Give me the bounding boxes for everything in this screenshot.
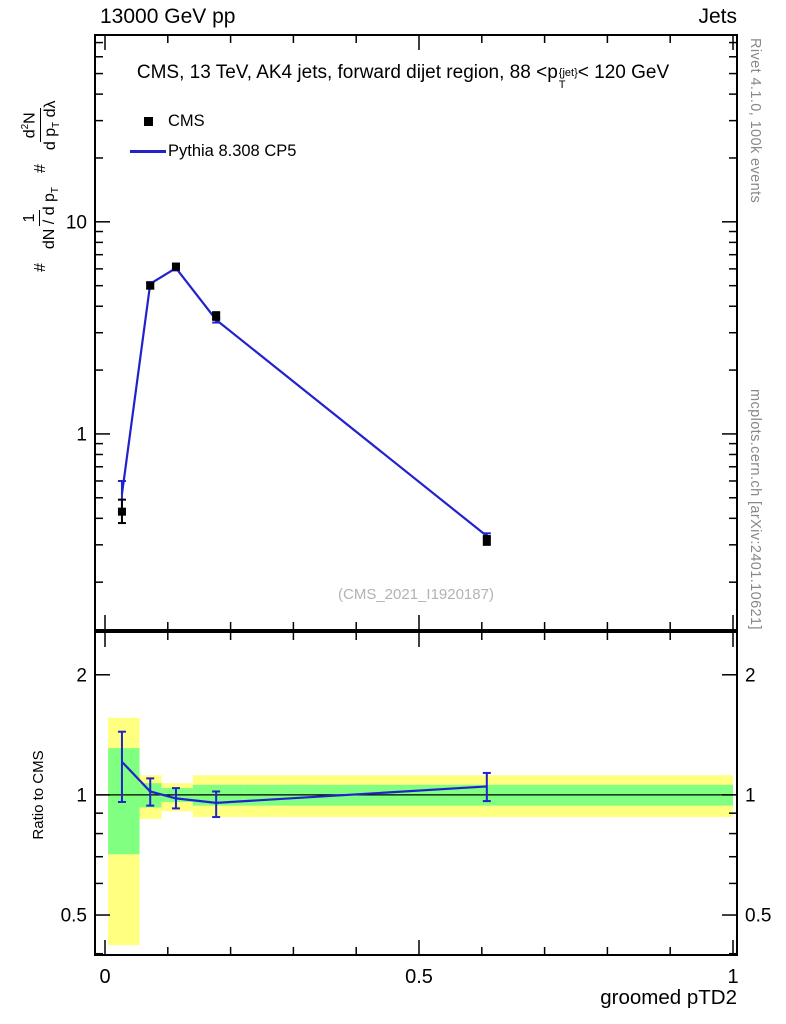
plot-title-pt: p {jet} T <box>547 62 578 91</box>
ylabel-hash-2: # <box>32 164 50 173</box>
ylabel-frac2-den: d pT dλ <box>41 100 62 151</box>
svg-text:1: 1 <box>76 785 87 806</box>
ylabel-fraction-1: 1 dN / d pT <box>20 183 62 253</box>
svg-text:0.5: 0.5 <box>405 966 433 988</box>
ylabel-frac1-den: dN / d pT <box>41 187 62 250</box>
legend-pythia-label: Pythia 8.308 CP5 <box>168 141 297 160</box>
header-analysis-label: Jets <box>698 5 737 28</box>
plot-title-post: < 120 GeV <box>577 62 670 83</box>
line-swatch-icon <box>130 149 166 153</box>
legend-pythia-icon <box>128 149 168 153</box>
svg-text:0.5: 0.5 <box>61 906 87 927</box>
svg-text:2: 2 <box>76 665 87 686</box>
main-y-axis-label: # 1 dN / d pT # d2N d pT dλ <box>20 96 63 272</box>
ylabel-frac1-num: 1 <box>20 209 41 227</box>
svg-text:0.5: 0.5 <box>745 906 771 927</box>
plot-title: CMS, 13 TeV, AK4 jets, forward dijet reg… <box>55 62 751 91</box>
ratio-y-axis-label: Ratio to CMS <box>30 750 47 840</box>
svg-text:10: 10 <box>66 212 87 233</box>
mcplots-arxiv-note: mcplots.cern.ch [arXiv:2401.10621] <box>747 389 763 630</box>
legend-row-pythia: Pythia 8.308 CP5 <box>128 136 296 166</box>
svg-text:0: 0 <box>99 966 110 988</box>
plot-title-pre: CMS, 13 TeV, AK4 jets, forward dijet reg… <box>136 62 548 83</box>
legend-cms-icon <box>128 116 168 126</box>
x-axis-label: groomed pTD2 <box>600 986 737 1009</box>
plot-title-sup: {jet} <box>558 67 578 80</box>
svg-text:2: 2 <box>745 665 756 686</box>
ylabel-frac2-num: d2N <box>20 108 41 143</box>
ylabel-hash-1: # <box>32 263 50 272</box>
svg-text:1: 1 <box>76 424 87 445</box>
square-marker-icon <box>143 116 153 126</box>
plot-title-sub: T <box>558 78 566 91</box>
legend: CMS Pythia 8.308 CP5 <box>128 106 296 166</box>
legend-cms-label: CMS <box>168 111 205 130</box>
analysis-id-watermark: (CMS_2021_I1920187) <box>338 586 494 603</box>
rivet-version-note: Rivet 4.1.0, 100k events <box>747 38 763 204</box>
ylabel-fraction-2: d2N d pT dλ <box>20 96 63 154</box>
svg-text:1: 1 <box>745 785 756 806</box>
header-beam-label: 13000 GeV pp <box>100 5 236 28</box>
legend-row-cms: CMS <box>128 106 296 136</box>
svg-text:1: 1 <box>727 966 738 988</box>
